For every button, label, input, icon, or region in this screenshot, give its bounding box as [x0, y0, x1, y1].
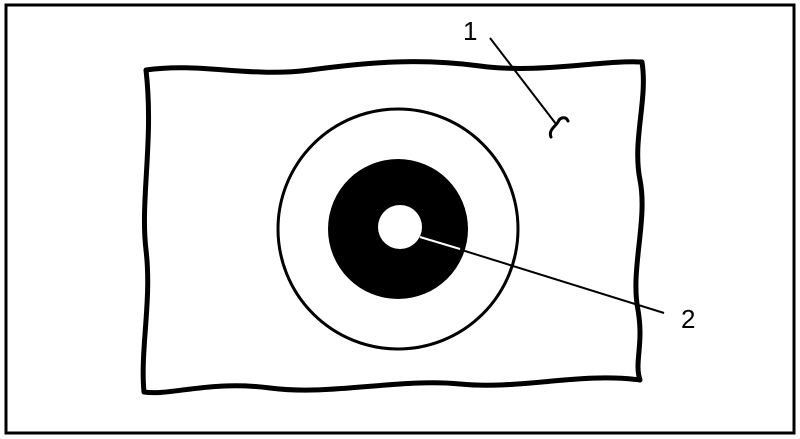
callout-label-2: 2	[681, 304, 695, 334]
leader-line-2-inner	[419, 236, 461, 250]
leader-line-1	[489, 37, 557, 125]
callout-label-1: 1	[463, 16, 477, 46]
squiggle-mark	[548, 116, 570, 139]
outer-border	[4, 3, 796, 435]
outer-ring	[276, 107, 520, 351]
center-hole	[378, 205, 422, 249]
leader-line-2	[419, 236, 665, 314]
